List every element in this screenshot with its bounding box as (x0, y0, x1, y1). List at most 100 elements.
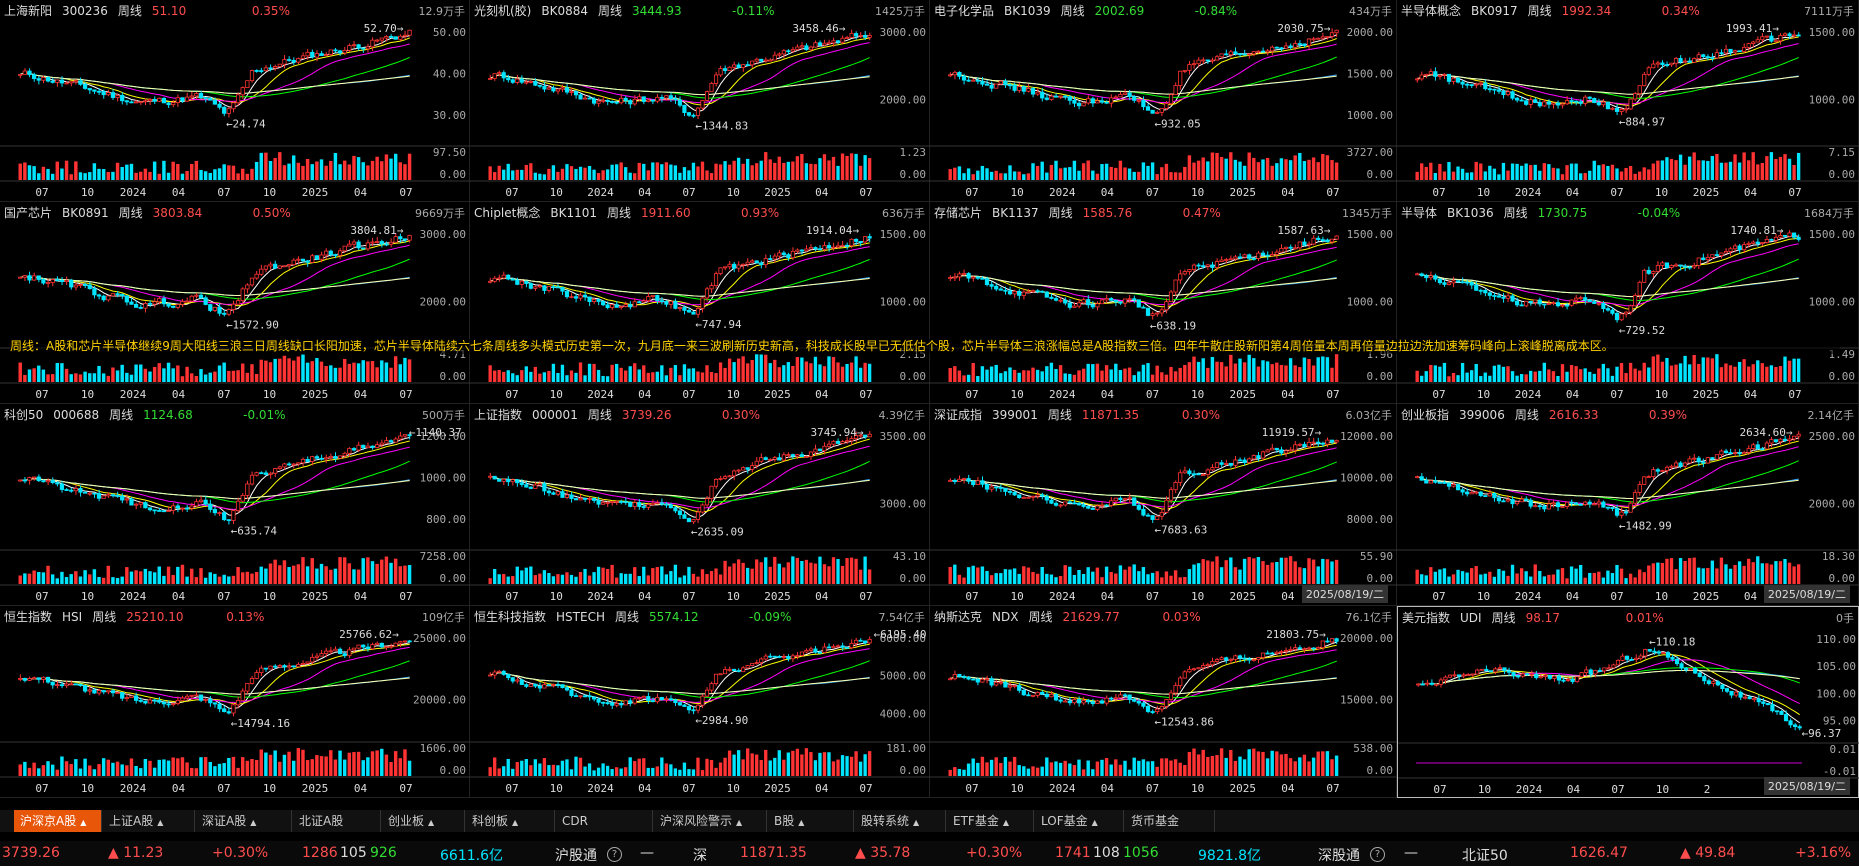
chart-panel[interactable]: 3500.00 3000.00 43.10 0.00 07 10 2024 04 07 10 202… (470, 404, 930, 606)
chart-panel[interactable]: 25000.00 20000.00 1606.00 0.00 07 10 2024 04 07 1… (0, 606, 470, 798)
sgt-label[interactable]: 深股通 (1318, 848, 1360, 864)
volume-bar (1196, 563, 1201, 584)
volume-bar (1141, 567, 1146, 584)
market-tab[interactable]: 上证A股 ▲ (103, 810, 195, 832)
tab-dropdown-caret-icon[interactable]: ▲ (913, 818, 920, 827)
candle-body (198, 694, 204, 701)
tab-dropdown-caret-icon[interactable]: ▲ (1091, 818, 1098, 827)
candle-body (551, 492, 556, 495)
high-price-annotation: 1914.04→ (806, 224, 859, 237)
volume-bar (989, 366, 994, 382)
candle-body (1270, 652, 1275, 655)
tab-dropdown-caret-icon[interactable]: ▲ (428, 818, 435, 827)
candle-body (1017, 685, 1022, 691)
chart-panel[interactable]: 1200.00 1000.00 800.00 7258.00 0.00 07 10 2024 0… (0, 404, 470, 606)
chart-panel[interactable]: 2500.00 2000.00 18.30 0.00 07 10 2024 04 07 10 202… (1397, 404, 1859, 606)
volume-bar (1265, 758, 1270, 776)
candle-body (492, 475, 497, 480)
market-tab[interactable]: 创业板 ▲ (382, 810, 465, 832)
hgt-label[interactable]: 沪股通 (555, 848, 597, 864)
candle-body (723, 266, 728, 269)
volume-bar (723, 161, 727, 180)
hgt-help-icon[interactable]: ? (607, 845, 622, 862)
chart-panel[interactable]: 3000.00 2000.00 4.71 0.00 07 10 2024 04 07 10 2025… (0, 202, 470, 404)
market-tab[interactable]: 深证A股 ▲ (196, 810, 292, 832)
chart-panel[interactable]: 1500.00 1000.00 2.15 0.00 07 10 2024 04 07 10 2025… (470, 202, 930, 404)
chart-panel[interactable]: 6000.00 5000.00 4000.00 181.00 0.00 07 10 2024 0… (470, 606, 930, 798)
volume-bar (759, 759, 763, 776)
volume-axis-tick-label: 3727.00 (1347, 146, 1393, 159)
volume-bar (148, 571, 152, 584)
candle-body (1191, 473, 1197, 476)
market-tab[interactable]: B股 ▲ (768, 810, 854, 832)
candle-body (695, 511, 701, 520)
candle-body (273, 468, 278, 474)
chart-panel[interactable]: 1500.00 1000.00 7.15 0.00 07 10 2024 04 07 10 2025… (1397, 0, 1859, 202)
tab-dropdown-caret-icon[interactable]: ▲ (157, 818, 164, 827)
volume-bar (291, 760, 296, 776)
volume-bar (1114, 759, 1118, 776)
volume-bar (106, 171, 111, 180)
volume-bar (1081, 769, 1086, 776)
market-tab[interactable]: 货币基金 (1125, 810, 1215, 832)
market-tab[interactable]: CDR (556, 810, 653, 832)
tab-dropdown-caret-icon[interactable]: ▲ (80, 818, 87, 827)
volume-bar (1137, 760, 1141, 776)
volume-bar (804, 748, 809, 776)
volume-bar (370, 160, 375, 180)
candle-body (1510, 499, 1515, 505)
chart-panel[interactable]: 1500.00 1000.00 1.49 0.00 07 10 2024 04 07 10 2025… (1397, 202, 1859, 404)
volume-bar (1724, 363, 1728, 382)
sgt-help-icon[interactable]: ? (1370, 845, 1385, 862)
market-tab[interactable]: 北证A股 (293, 810, 381, 832)
chart-panel[interactable]: 12000.00 10000.00 8000.00 55.90 0.00 07 10 2024… (930, 404, 1397, 606)
market-tab[interactable]: 股转系统 ▲ (855, 810, 946, 832)
volume-bar (1017, 765, 1021, 776)
sz-index-pct: +0.30% (966, 845, 1023, 861)
tab-dropdown-caret-icon[interactable]: ▲ (512, 818, 519, 827)
market-tab[interactable]: 科创板 ▲ (466, 810, 555, 832)
tab-dropdown-caret-icon[interactable]: ▲ (250, 818, 257, 827)
market-tab[interactable]: ETF基金 ▲ (947, 810, 1034, 832)
volume-bar (1610, 375, 1615, 382)
chart-panel[interactable]: 110.00 105.00 100.00 95.00 0.01 -0.01 07 10 2024… (1397, 606, 1859, 798)
volume-bar (542, 570, 547, 584)
volume-bar (502, 574, 506, 584)
chart-panel[interactable]: 1500.00 1000.00 1.96 0.00 07 10 2024 04 07 10 2025… (930, 202, 1397, 404)
security-code: BK0891 (62, 206, 109, 220)
tab-dropdown-caret-icon[interactable]: ▲ (798, 818, 805, 827)
candle-body (393, 236, 398, 243)
candle-body (542, 684, 547, 689)
cursor-date-box: 2025/08/19/二 (1301, 585, 1388, 603)
volume-bar (515, 566, 519, 584)
tab-dropdown-caret-icon[interactable]: ▲ (736, 818, 743, 827)
market-tab[interactable]: LOF基金 ▲ (1035, 810, 1124, 832)
chart-panel[interactable]: 3000.00 2000.00 1.23 0.00 07 10 2024 04 07 10 2025… (470, 0, 930, 202)
candle-body (1723, 251, 1729, 254)
chart-panel[interactable]: 20000.00 15000.00 538.00 0.00 07 10 2024 04 07 10… (930, 606, 1397, 798)
candle-body (1610, 107, 1615, 110)
chart-panel[interactable]: 2000.00 1500.00 1000.00 3727.00 0.00 07 10 2024… (930, 0, 1397, 202)
volume-bar (637, 576, 641, 584)
candle-body (166, 510, 171, 512)
market-tab[interactable]: 沪深京A股 ▲ (14, 810, 102, 832)
chart-panel[interactable]: 50.00 40.00 30.00 97.50 0.00 07 10 2024 04 07 10 20… (0, 0, 470, 202)
market-tab[interactable]: 沪深风险警示 ▲ (654, 810, 767, 832)
tab-dropdown-caret-icon[interactable]: ▲ (1002, 818, 1009, 827)
